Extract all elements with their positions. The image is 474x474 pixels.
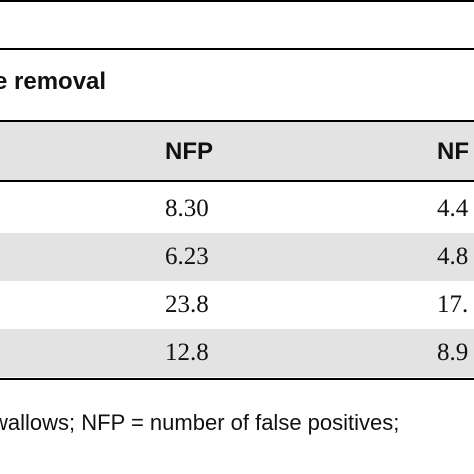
table-cell: 4.4 (437, 195, 469, 222)
table-cell: 12.8 (165, 339, 209, 366)
table-row: 12.8 8.9 (0, 329, 474, 377)
table-top-rule (0, 0, 474, 2)
table-bottom-rule (0, 378, 474, 380)
table-footnote: wallows; NFP = number of false positives… (0, 410, 400, 435)
table-header-row (0, 122, 474, 180)
table-cell: 4.8 (437, 243, 469, 270)
table-row: 8.30 4.4 (0, 185, 474, 233)
header-bottom-rule (0, 180, 474, 182)
column-header-nfp: NFP (165, 138, 213, 165)
header-top-rule (0, 120, 474, 122)
section-heading: e removal (0, 68, 107, 95)
table-row: 23.8 17. (0, 281, 474, 329)
table-cell: 8.9 (437, 339, 469, 366)
section-rule (0, 48, 474, 50)
table-cell: 8.30 (165, 195, 209, 222)
table-cell: 6.23 (165, 243, 209, 270)
table-cell: 17. (437, 291, 469, 318)
table-cell: 23.8 (165, 291, 209, 318)
table-row: 6.23 4.8 (0, 233, 474, 281)
column-header-partial: NF (437, 138, 469, 165)
